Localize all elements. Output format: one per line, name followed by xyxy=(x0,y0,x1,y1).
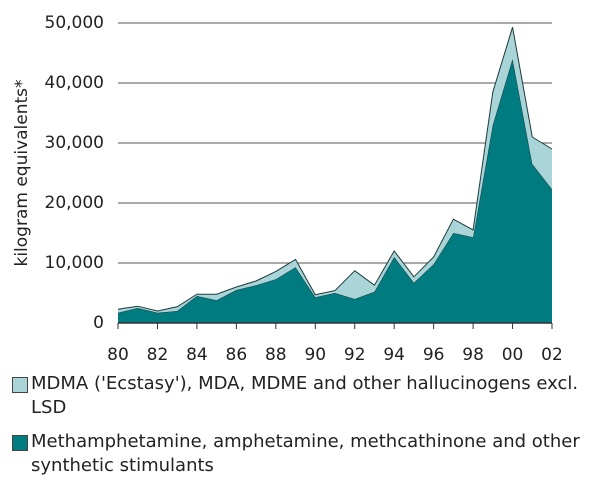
x-tick-label: 88 xyxy=(265,345,287,365)
legend-swatch xyxy=(12,435,28,451)
legend-label: Methamphetamine, amphetamine, methcathin… xyxy=(31,431,580,476)
area xyxy=(118,59,552,323)
y-tick-label: 40,000 xyxy=(45,73,104,93)
x-tick-label: 90 xyxy=(304,345,326,365)
x-tick-label: 94 xyxy=(383,345,405,365)
legend-item: Methamphetamine, amphetamine, methcathin… xyxy=(12,430,582,478)
legend-swatch xyxy=(12,377,28,393)
y-tick-label: 0 xyxy=(93,313,104,333)
legend-label: MDMA ('Ecstasy'), MDA, MDME and other ha… xyxy=(31,373,579,418)
x-tick-label: 84 xyxy=(186,345,208,365)
y-tick-label: 50,000 xyxy=(45,13,104,33)
area xyxy=(118,27,552,313)
legend-item: MDMA ('Ecstasy'), MDA, MDME and other ha… xyxy=(12,372,582,420)
x-tick-label: 96 xyxy=(423,345,445,365)
y-tick-label: 30,000 xyxy=(45,133,104,153)
x-tick-label: 82 xyxy=(147,345,169,365)
y-tick-label: 10,000 xyxy=(45,253,104,273)
y-tick-label: 20,000 xyxy=(45,193,104,213)
chart: kilogram equivalents* 0 10,000 20,000 30,00… xyxy=(12,13,563,365)
x-tick-label: 02 xyxy=(541,345,563,365)
y-axis-label: kilogram equivalents* xyxy=(12,79,32,266)
area-edge xyxy=(117,27,553,312)
x-tick-label: 80 xyxy=(107,345,129,365)
x-tick-label: 86 xyxy=(226,345,248,365)
legend: MDMA ('Ecstasy'), MDA, MDME and other ha… xyxy=(12,372,582,484)
x-tick-label: 98 xyxy=(462,345,484,365)
x-tick-label: 00 xyxy=(502,345,524,365)
x-tick-label: 92 xyxy=(344,345,366,365)
